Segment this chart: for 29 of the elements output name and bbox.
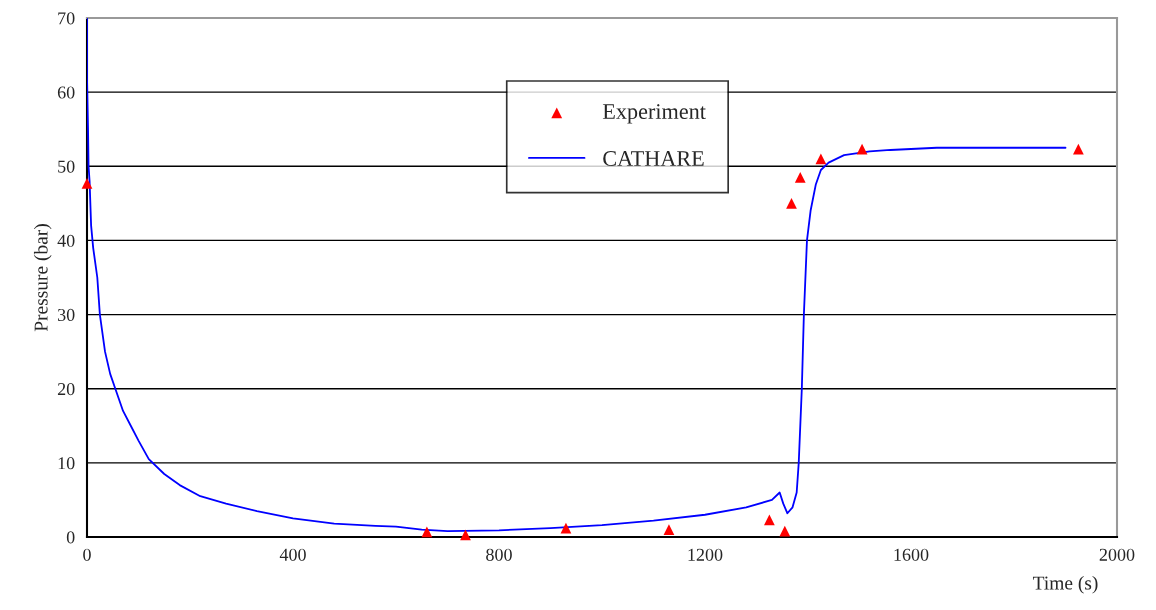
x-tick-label: 1200	[688, 548, 723, 561]
x-axis-title: Time (s)	[1032, 575, 1098, 594]
y-tick-label: 50	[58, 160, 75, 173]
point	[421, 526, 433, 538]
x-tick-label: 400	[279, 548, 306, 561]
y-tick-label: 30	[58, 308, 75, 322]
x-tick-label: 800	[486, 548, 512, 561]
point	[663, 524, 675, 535]
point	[794, 172, 806, 183]
y-tick-label: 60	[57, 86, 75, 99]
point	[815, 153, 827, 165]
point	[786, 197, 797, 209]
point	[1073, 143, 1084, 155]
point	[460, 529, 471, 541]
point	[81, 177, 93, 189]
point	[856, 143, 868, 155]
x-tick-label: 1600	[894, 548, 929, 561]
y-tick-label: 20	[57, 382, 75, 396]
x-tick-label: 0	[83, 548, 91, 561]
y-tick-label: 0	[66, 531, 75, 544]
y-axis-title: Pressure (bar)	[33, 224, 52, 332]
y-tick-label: 70	[58, 12, 75, 25]
y-tick-label: 10	[58, 457, 75, 470]
y-tick-label: 40	[57, 234, 75, 247]
point	[764, 514, 775, 526]
legend-label: Experiment	[602, 104, 706, 124]
point	[779, 525, 791, 537]
legend-label: CATHARE	[603, 151, 704, 166]
x-tick-label: 2000	[1099, 548, 1135, 561]
